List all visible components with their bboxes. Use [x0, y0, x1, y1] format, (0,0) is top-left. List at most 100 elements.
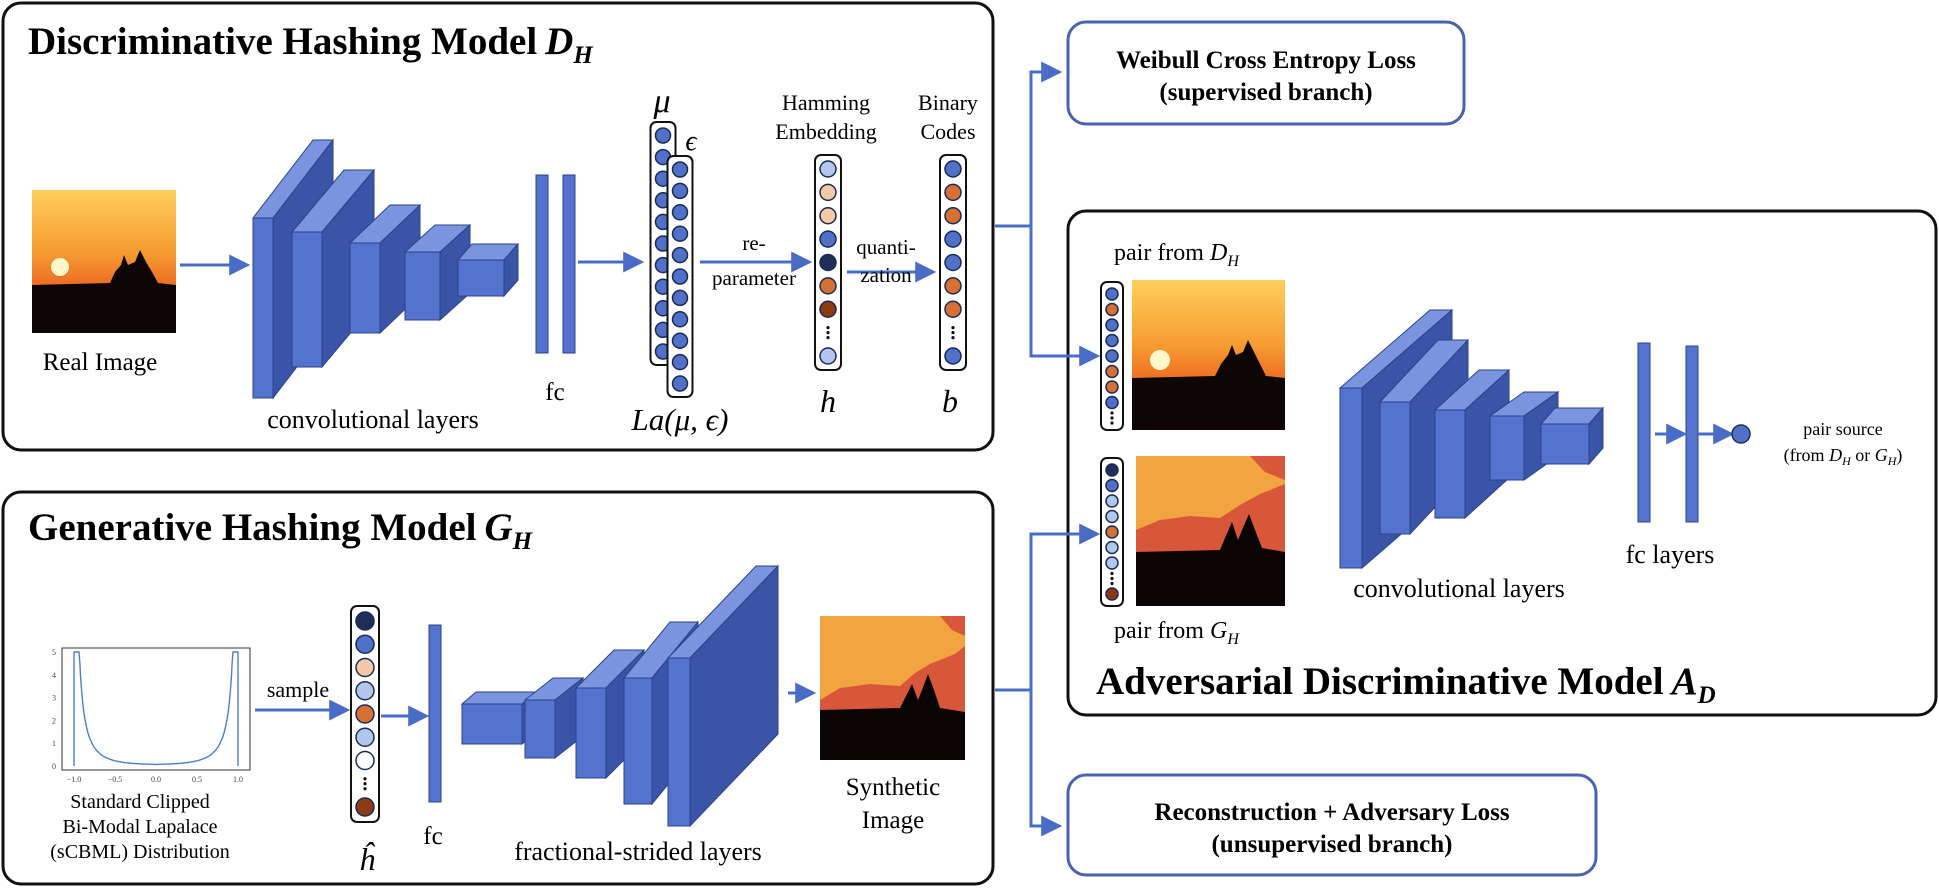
frac-label: fractional-strided layers: [514, 837, 762, 866]
b-node: [944, 207, 962, 225]
pair-gh-math: G: [1210, 618, 1227, 644]
dh-conv-block-5-front: [457, 259, 505, 297]
binary-label-1: Binary: [918, 90, 978, 115]
b-ellipsis-dot: [951, 326, 955, 330]
gh-frac-block-1-front: [461, 703, 523, 745]
fractional-strided-layers: [460, 564, 780, 828]
gh-to-recon-connector: [1029, 690, 1063, 837]
ad-fc-bar-1: [1637, 342, 1651, 523]
dist-label-1: Standard Clipped: [70, 791, 209, 813]
ad-bot-node: [1105, 463, 1119, 477]
source-label-2c: H: [1841, 454, 1852, 468]
h-ellipsis-dot: [826, 326, 830, 330]
ad-bot-node: [1105, 556, 1119, 570]
dh-title-math: D: [544, 20, 573, 63]
ad-bot-node: [1105, 525, 1119, 539]
real-image: [32, 190, 176, 333]
quant-label-1: quanti-: [856, 235, 915, 259]
dh-conv-block-5: [456, 242, 520, 298]
ad-fc-label: fc layers: [1626, 540, 1715, 569]
dh-title: Discriminative Hashing Model DH: [28, 20, 594, 69]
eps-node: [671, 289, 689, 307]
dh-panel: [1, 1, 995, 452]
hhat-node: [355, 750, 375, 771]
plot-ytick-label: 0: [52, 762, 56, 771]
ad-bot-node: [1105, 540, 1119, 555]
pair-dh-code-vector: [1100, 281, 1124, 431]
h-ellipsis-dot: [826, 331, 830, 335]
source-label-2a: (from: [1784, 445, 1829, 466]
reparam-label-1: re-: [742, 231, 765, 255]
ad-top-node: [1105, 380, 1119, 394]
h-node: [819, 207, 837, 225]
sample-label: sample: [267, 677, 329, 702]
b-symbol: b: [942, 383, 958, 419]
binary-codes-vector: [939, 154, 967, 371]
gh-panel: [1, 490, 995, 886]
eps-node: [671, 204, 689, 221]
ad-conv-block-1-front: [1339, 387, 1363, 569]
dh-title-sub: H: [572, 42, 594, 69]
pair-dh-label: pair from DH: [1114, 240, 1240, 270]
hhat-ellipsis-dot: [363, 787, 367, 791]
h-node: [819, 277, 837, 295]
plot-ytick-label: 2: [52, 716, 56, 725]
ad-top-ellipsis-dot: [1110, 421, 1114, 425]
source-label-2g: ): [1896, 445, 1902, 466]
ad-title-text: Adversarial Discriminative Model: [1096, 660, 1664, 703]
dh-branch-connector: [995, 61, 1063, 228]
h-node: [819, 230, 837, 248]
b-node: [944, 230, 962, 248]
ad-top-node: [1105, 349, 1119, 363]
ad-bot-node: [1105, 494, 1119, 508]
gh-title-sub: H: [512, 528, 534, 555]
eps-node: [671, 332, 689, 349]
pair-dh-sub: H: [1226, 253, 1240, 270]
ad-bot-node: [1105, 509, 1119, 524]
plot-xtick-label: 1.0: [233, 775, 243, 784]
plot-ytick-label: 4: [52, 671, 56, 680]
plot-xtick-label: −1.0: [67, 775, 82, 784]
ad-panel: [1066, 209, 1938, 717]
binary-label-2: Codes: [921, 119, 976, 144]
dh-conv-block-2-front: [291, 231, 323, 368]
gh-branch-connector: [995, 523, 1101, 692]
ad-top-node: [1105, 302, 1119, 317]
h-node: [819, 347, 837, 365]
pair-gh-text: pair from: [1114, 618, 1204, 644]
b-node: [944, 347, 962, 365]
synthetic-label-2: Image: [862, 807, 924, 834]
recon-loss-box: [1066, 773, 1598, 877]
hhat-node: [355, 727, 375, 747]
ad-bot-node: [1105, 587, 1119, 601]
gh-frac-block-3-front: [575, 687, 607, 779]
mu-node: [654, 127, 672, 144]
dh-title-text: Discriminative Hashing Model: [28, 20, 537, 63]
plot-ytick-label: 1: [52, 739, 56, 748]
hamming-embedding-vector: [814, 154, 842, 371]
ad-top-node: [1105, 333, 1119, 348]
dh-to-ad-connector: [1029, 226, 1101, 367]
pair-gh-label: pair from GH: [1114, 618, 1240, 648]
hhat-node: [355, 797, 375, 817]
dist-label-3: (sCBML) Distribution: [50, 841, 229, 863]
hamming-label-2: Embedding: [775, 119, 876, 144]
gh-frac-block-5-front: [667, 657, 691, 827]
ad-conv-layers: [1338, 308, 1605, 570]
output-node: [1731, 424, 1751, 444]
h-node: [819, 183, 837, 202]
reparam-label-2: parameter: [712, 266, 796, 290]
eps-node: [671, 353, 689, 371]
eps-node: [671, 182, 689, 200]
b-node: [944, 300, 962, 318]
gh-frac-block-4-front: [623, 677, 653, 805]
b-ellipsis-dot: [951, 331, 955, 335]
hhat-node: [355, 657, 375, 678]
hhat-node: [355, 681, 375, 701]
synthetic-label-1: Synthetic: [846, 774, 940, 801]
synthetic-image: [820, 616, 965, 760]
gh-fc-label: fc: [423, 823, 442, 850]
ad-conv-block-2-front: [1379, 401, 1411, 535]
